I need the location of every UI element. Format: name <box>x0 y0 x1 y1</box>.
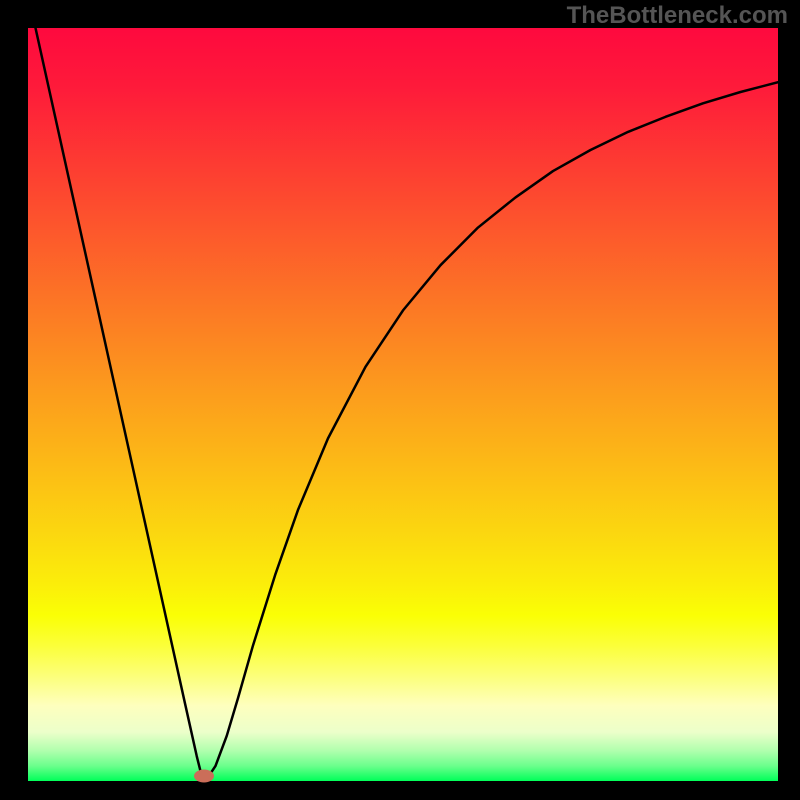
chart-container: TheBottleneck.com <box>0 0 800 800</box>
attribution-label: TheBottleneck.com <box>567 2 788 30</box>
bottleneck-curve <box>28 28 778 781</box>
plot-area <box>28 28 778 781</box>
optimal-point-marker <box>194 770 214 783</box>
